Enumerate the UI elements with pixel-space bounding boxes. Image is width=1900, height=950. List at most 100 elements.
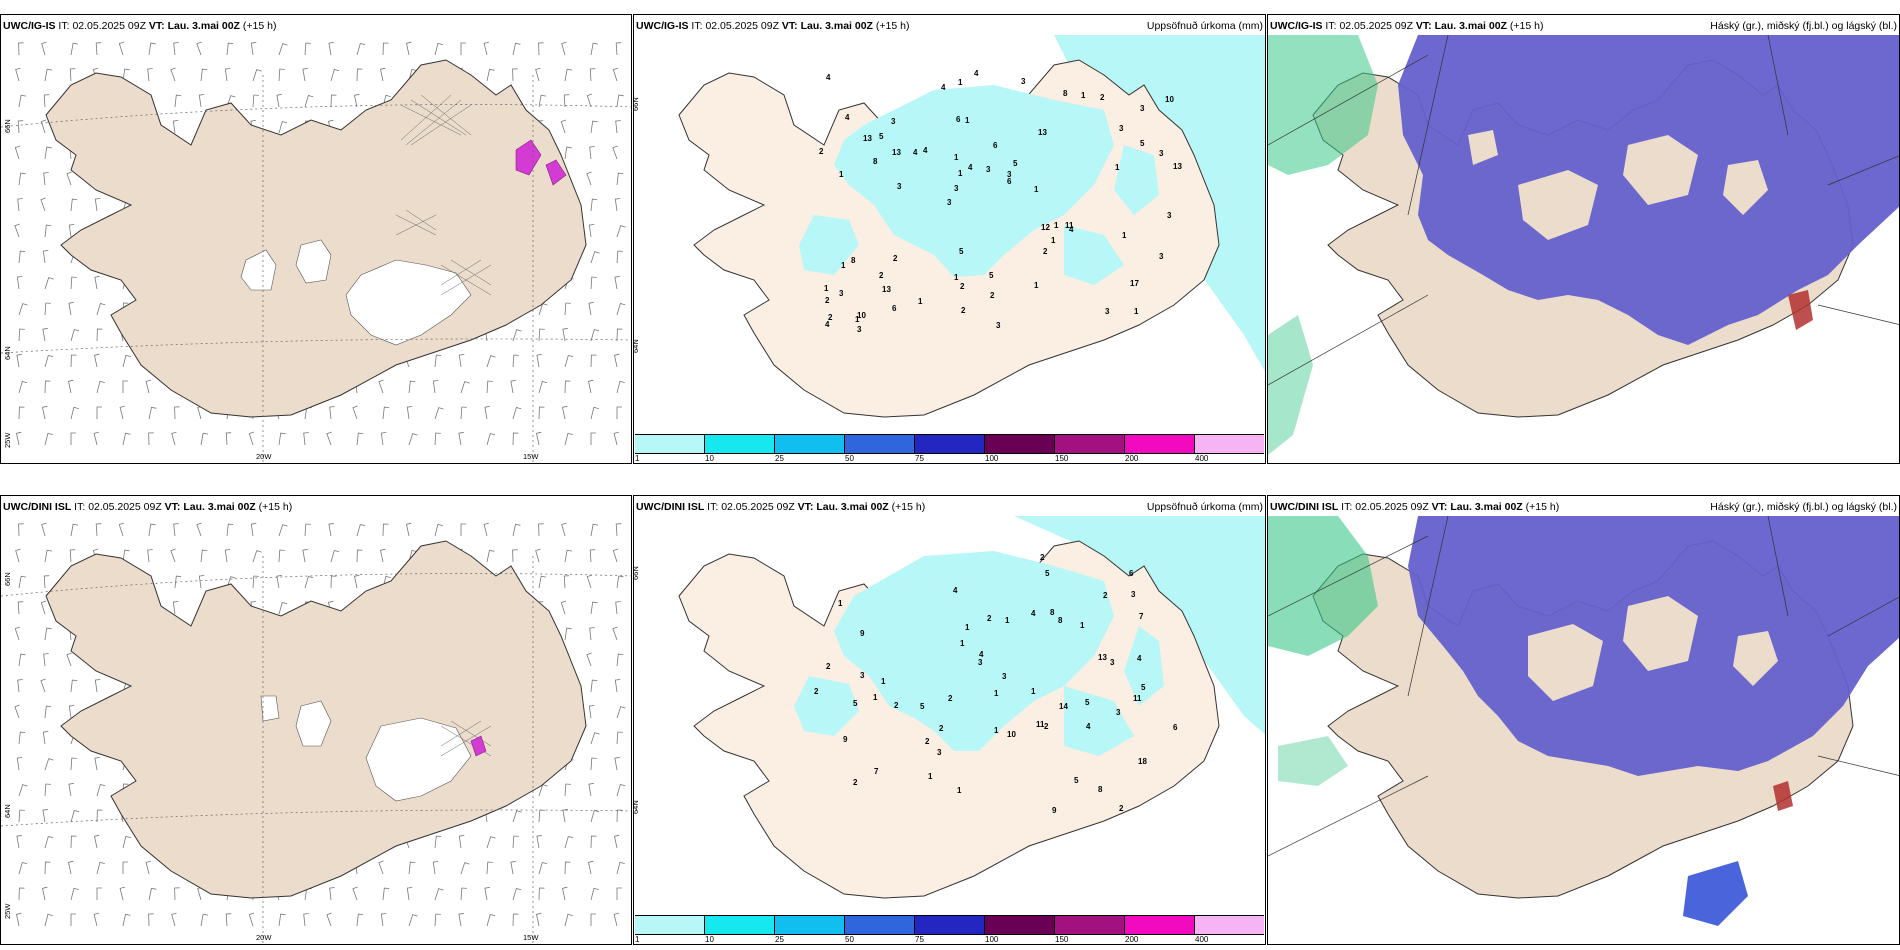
wind-barb <box>329 406 335 420</box>
wind-barb <box>44 913 53 927</box>
wind-barb <box>17 679 23 693</box>
lat-label: 64N <box>633 339 640 353</box>
precip-value: 1 <box>841 261 846 270</box>
wind-barb <box>538 94 547 108</box>
precip-value: 3 <box>860 671 865 680</box>
precip-value: 7 <box>874 767 879 776</box>
cloud-title: Háský (gr.), miðský (fj.bl.) og lágský (… <box>1710 20 1897 32</box>
precip-value: 5 <box>1013 159 1018 168</box>
wind-barb <box>18 303 28 316</box>
precip-value: 1 <box>873 693 878 702</box>
graticule <box>1 556 631 944</box>
precip-value: 10 <box>1007 730 1016 739</box>
precip-value: 1 <box>994 689 999 698</box>
precip-value: 3 <box>937 748 942 757</box>
wind-barb <box>434 888 444 901</box>
wind-barb <box>458 354 465 368</box>
wind-barb <box>561 41 567 56</box>
wind-barb <box>225 432 232 446</box>
mid-cloud-area <box>1683 861 1748 926</box>
colorbar-tick: 75 <box>915 454 924 463</box>
wind-barb <box>94 679 101 693</box>
wind-barb <box>614 834 620 849</box>
precip-value: 2 <box>948 694 953 703</box>
wind-barb <box>512 68 518 82</box>
wind-barb <box>16 834 22 849</box>
colorbar-segment <box>635 435 705 453</box>
wind-barb <box>302 548 308 563</box>
wind-barb <box>326 431 332 446</box>
colorbar-segment <box>845 916 915 934</box>
wind-barb <box>93 431 100 446</box>
cloud-gaps <box>1468 130 1768 240</box>
lat-label: 64N <box>3 346 12 360</box>
wind-barb <box>224 68 231 82</box>
precip-value: 4 <box>953 586 958 595</box>
wind-barb <box>589 68 596 82</box>
precip-title: Uppsöfnuð úrkoma (mm) <box>1146 501 1263 513</box>
precip-value: 8 <box>873 157 878 166</box>
wind-barb <box>44 861 51 875</box>
precip-value: 5 <box>1085 698 1090 707</box>
wind-barb <box>382 887 390 901</box>
iceland-precip-map: 1133131066842131544113125311382317113482… <box>678 35 1265 418</box>
wind-barb <box>16 912 22 927</box>
wind-map-panel-top: UWC/IG-IS IT: 02.05.2025 09Z VT: Lau. 3.… <box>0 14 632 464</box>
wind-barb <box>198 94 205 108</box>
wind-barb <box>119 405 126 420</box>
wind-barb <box>304 523 311 537</box>
precip-value: 3 <box>978 658 983 667</box>
wind-barb <box>588 782 594 797</box>
iceland-wind-map <box>1 522 631 944</box>
wind-barb <box>148 406 157 420</box>
wind-barb <box>589 549 596 563</box>
wind-barb <box>122 68 130 82</box>
precip-value: 4 <box>1069 225 1074 234</box>
precip-value: 11 <box>1065 221 1074 230</box>
wind-barb <box>118 41 125 56</box>
precip-value: 2 <box>939 724 944 733</box>
wind-barb <box>590 679 598 693</box>
precip-map-panel-top: UWC/IG-IS IT: 02.05.2025 09Z VT: Lau. 3.… <box>633 14 1266 464</box>
wind-barb <box>616 380 625 394</box>
precip-value: 6 <box>956 115 961 124</box>
wind-barb <box>586 93 593 108</box>
wind-barb <box>252 94 259 108</box>
wind-barb <box>276 574 282 589</box>
wind-barb <box>93 912 100 927</box>
wind-barb <box>590 42 599 56</box>
wind-barb <box>68 379 74 394</box>
colorbar-segment <box>635 916 705 934</box>
wind-barb <box>44 380 51 394</box>
wind-barb <box>408 861 416 875</box>
wind-barb <box>145 860 152 875</box>
wind-barb <box>70 406 79 420</box>
wind-barb <box>434 42 443 56</box>
wind-barb <box>172 120 179 134</box>
wind-barb <box>42 731 49 745</box>
precip-areas <box>794 551 1164 756</box>
wind-barb <box>564 302 571 316</box>
precip-title: Uppsöfnuð úrkoma (mm) <box>1146 20 1263 32</box>
precip-value: 3 <box>891 117 896 126</box>
precip-value: 1 <box>958 169 963 178</box>
precip-value: 3 <box>839 289 844 298</box>
wind-barb <box>380 913 387 927</box>
precip-value: 4 <box>825 320 830 329</box>
wind-barb <box>18 862 28 875</box>
wind-barb <box>330 94 337 108</box>
wind-barb <box>226 576 236 589</box>
colorbar-segment <box>705 435 775 453</box>
precip-value: 13 <box>1173 162 1182 171</box>
wind-barb <box>434 354 442 368</box>
wind-barb <box>248 912 255 927</box>
wind-barb <box>148 913 154 927</box>
wind-barb <box>536 834 542 849</box>
wind-barb <box>564 836 574 849</box>
precip-value: 8 <box>851 256 856 265</box>
wind-barb <box>96 380 105 394</box>
lat-label: 66N <box>633 97 640 111</box>
lat-label: 66N <box>3 572 12 586</box>
wind-barb <box>14 223 20 238</box>
lat-label: 64N <box>3 804 12 818</box>
